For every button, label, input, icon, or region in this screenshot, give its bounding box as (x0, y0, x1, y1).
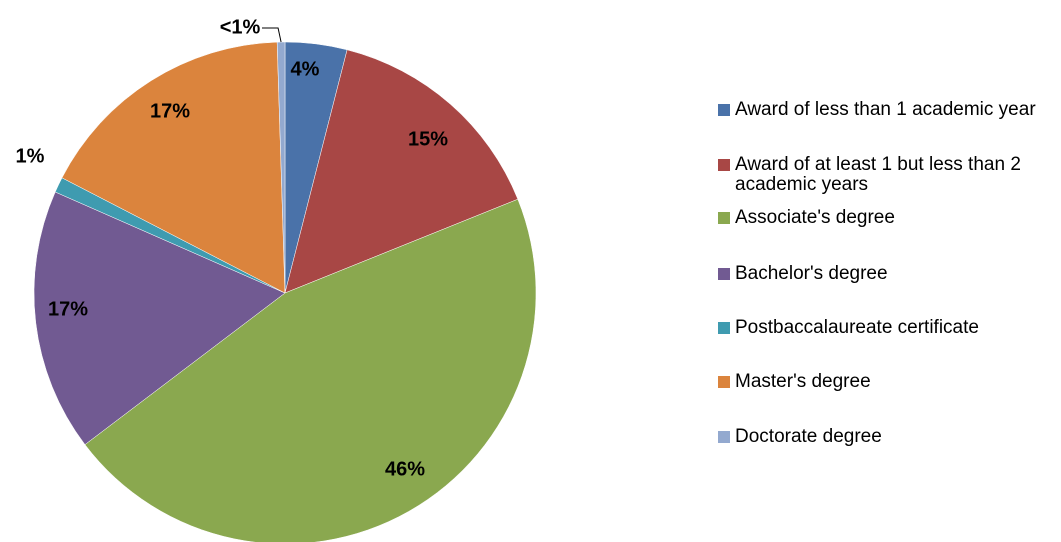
data-label: 17% (48, 298, 88, 320)
pie-slice (33, 191, 286, 445)
legend-item: Associate's degree (718, 208, 1058, 228)
data-label: 17% (150, 100, 190, 122)
legend-swatch (718, 431, 730, 443)
data-label: 1% (16, 145, 45, 167)
pie-slice (61, 41, 286, 294)
legend-item: Award of at least 1 but less than 2 acad… (718, 155, 1058, 195)
pie-slice (284, 49, 519, 294)
data-label: 46% (385, 458, 425, 480)
pie-slice (84, 198, 537, 542)
data-label: 15% (408, 128, 448, 150)
legend-swatch (718, 159, 730, 171)
legend-swatch (718, 322, 730, 334)
legend-item: Bachelor's degree (718, 264, 1058, 284)
legend-label: Postbaccalaureate certificate (735, 317, 979, 338)
legend-item: Doctorate degree (718, 427, 1058, 447)
legend-label: Award of at least 1 but less than 2 acad… (735, 154, 1021, 195)
legend-label: Master's degree (735, 371, 871, 392)
legend-item: Postbaccalaureate certificate (718, 318, 1058, 338)
data-label: 4% (291, 58, 320, 80)
legend-label: Associate's degree (735, 207, 895, 228)
legend-swatch (718, 104, 730, 116)
legend-swatch (718, 376, 730, 388)
legend-swatch (718, 212, 730, 224)
legend-label: Bachelor's degree (735, 263, 888, 284)
legend-label: Doctorate degree (735, 426, 882, 447)
legend-item: Master's degree (718, 372, 1058, 392)
leader-line (262, 27, 282, 43)
legend-swatch (718, 268, 730, 280)
data-label: <1% (220, 16, 261, 38)
legend-label: Award of less than 1 academic year (735, 99, 1036, 120)
legend-item: Award of less than 1 academic year (718, 100, 1058, 120)
